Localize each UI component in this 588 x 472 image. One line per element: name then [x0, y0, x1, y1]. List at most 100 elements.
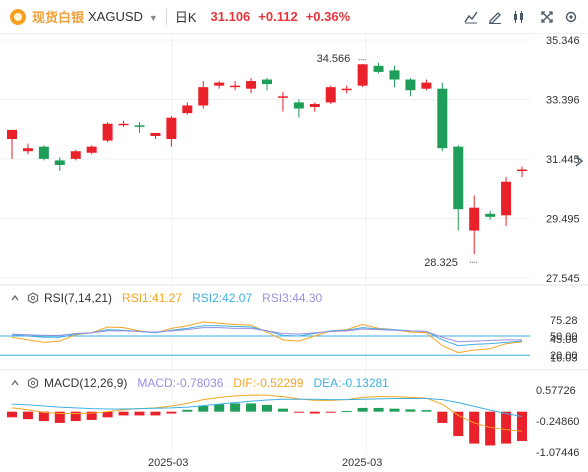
candle-body [150, 132, 161, 136]
rsi3-line [11, 327, 522, 343]
macd-histogram-bar [293, 411, 304, 413]
candle-body [134, 125, 145, 127]
candle-body [517, 169, 527, 172]
rsi-axis-tick: 45.06 [550, 334, 578, 346]
candle-body [198, 87, 209, 106]
high-annotation: 34.566 [317, 53, 351, 65]
candle-body [341, 88, 352, 91]
macd-histogram-bar [437, 411, 448, 423]
candle-body [182, 105, 193, 114]
macd-histogram-bar [309, 411, 320, 414]
macd-header: MACD(12,26,9) MACD:-0.78036 DIF:-0.52299… [0, 374, 389, 392]
candle-body [421, 82, 432, 89]
candle-body [54, 160, 65, 165]
macd-histogram-bar [118, 411, 129, 416]
rsi-axis-tick: 75.28 [550, 315, 578, 327]
collapse-icon[interactable] [8, 291, 22, 305]
candle-body [469, 207, 480, 231]
symbol-dropdown-icon[interactable]: ▼ [148, 12, 158, 23]
rsi-axis-tick: 20.00 [550, 350, 578, 362]
candle-body [7, 129, 17, 140]
candle-body [373, 65, 384, 72]
candle-body [325, 87, 336, 103]
symbol-name[interactable]: 现货白银 [32, 10, 85, 25]
price-change: +0.112 [258, 9, 298, 24]
edit-icon[interactable] [487, 9, 503, 25]
silver-logo-icon [10, 8, 26, 25]
date-axis-label: 2025-03 [342, 457, 382, 469]
price-axis-tick: 35.346 [546, 35, 580, 47]
macd-histogram-bar [421, 410, 432, 412]
price-axis-tick: 29.495 [546, 214, 580, 226]
macd-histogram-bar [405, 409, 416, 412]
candle-body [293, 102, 304, 109]
macd-histogram-bar [469, 411, 480, 444]
macd-histogram-bar [230, 403, 241, 412]
macd-axis-tick: 0.57726 [536, 385, 576, 397]
macd-histogram-bar [54, 411, 65, 423]
candle-body [22, 148, 33, 152]
candle-body [70, 151, 81, 159]
macd-histogram-bar [373, 407, 384, 412]
macd-histogram-bar [150, 411, 161, 416]
candle-body [86, 146, 97, 153]
macd-histogram-bar [341, 410, 352, 412]
candle-body [102, 123, 113, 141]
macd-histogram-bar [214, 404, 225, 412]
candle-body [437, 88, 448, 149]
settings-icon[interactable] [563, 9, 579, 25]
candle-body [389, 70, 400, 80]
candle-body [453, 146, 464, 210]
kline-chart[interactable]: 35.346 33.396 31.445 29.495 27.545 75.28 50.0… [0, 34, 588, 472]
macd-histogram-bar [166, 411, 177, 414]
candle-body [214, 82, 225, 86]
price-axis-tick: 27.545 [546, 273, 580, 285]
chart-header: 现货白银 XAGUSD ▼ 日K 31.106 +0.112 +0.36% [0, 0, 588, 34]
rsi-axis-tick: 16.03 [550, 353, 578, 365]
macd-histogram-bar [134, 411, 145, 416]
indicator-settings-icon[interactable] [26, 376, 40, 390]
rsi-header: RSI(7,14,21) RSI1:41.27 RSI2:42.07 RSI3:… [0, 289, 322, 307]
macd-histogram-bar [198, 406, 209, 412]
chart-area[interactable]: 35.346 33.396 31.445 29.495 27.545 75.28 50.0… [0, 34, 588, 472]
collapse-icon[interactable] [8, 376, 22, 390]
macd-histogram-bar [102, 411, 113, 418]
macd-value: MACD:-0.78036 [137, 376, 224, 390]
macd-histogram-bar [485, 411, 496, 446]
low-annotation: 28.325 [424, 257, 458, 269]
chart-icon[interactable] [463, 9, 479, 25]
last-price: 31.106 [210, 9, 251, 24]
rsi-axis-tick: 50.00 [550, 331, 578, 343]
macd-histogram-bar [7, 411, 17, 418]
expand-icon[interactable] [539, 9, 555, 25]
scroll-right-icon[interactable] [574, 154, 584, 171]
divider [165, 8, 167, 25]
candle-body [262, 79, 272, 85]
date-axis-label: 2025-03 [148, 457, 188, 469]
candle-body [485, 213, 496, 217]
period-selector[interactable]: 日K [174, 10, 197, 25]
candle-body [309, 103, 320, 107]
dif-line [11, 394, 523, 432]
rsi3-value: RSI3:44.30 [262, 291, 323, 305]
symbol-code[interactable]: XAGUSD [88, 9, 143, 24]
macd-axis-tick: -1.07446 [536, 447, 579, 459]
macd-axis-tick: -0.24860 [536, 416, 579, 428]
macd-histogram-bar [325, 411, 336, 413]
macd-histogram-bar [86, 411, 97, 420]
rsi1-line [11, 321, 523, 354]
candle-body [501, 181, 512, 216]
macd-histogram-bar [38, 411, 49, 422]
macd-histogram-bar [357, 407, 368, 412]
macd-histogram-bar [182, 409, 193, 412]
indicator-settings-icon[interactable] [26, 291, 40, 305]
rsi2-value: RSI2:42.07 [192, 291, 253, 305]
macd-histogram-bar [453, 411, 464, 437]
macd-histogram-bar [277, 408, 288, 412]
candle-body [118, 123, 129, 126]
price-axis-tick: 33.396 [546, 94, 580, 106]
candle-body [405, 79, 416, 91]
indicator-icon[interactable] [511, 9, 527, 25]
macd-histogram-bar [70, 411, 81, 422]
candle-body [277, 96, 288, 98]
